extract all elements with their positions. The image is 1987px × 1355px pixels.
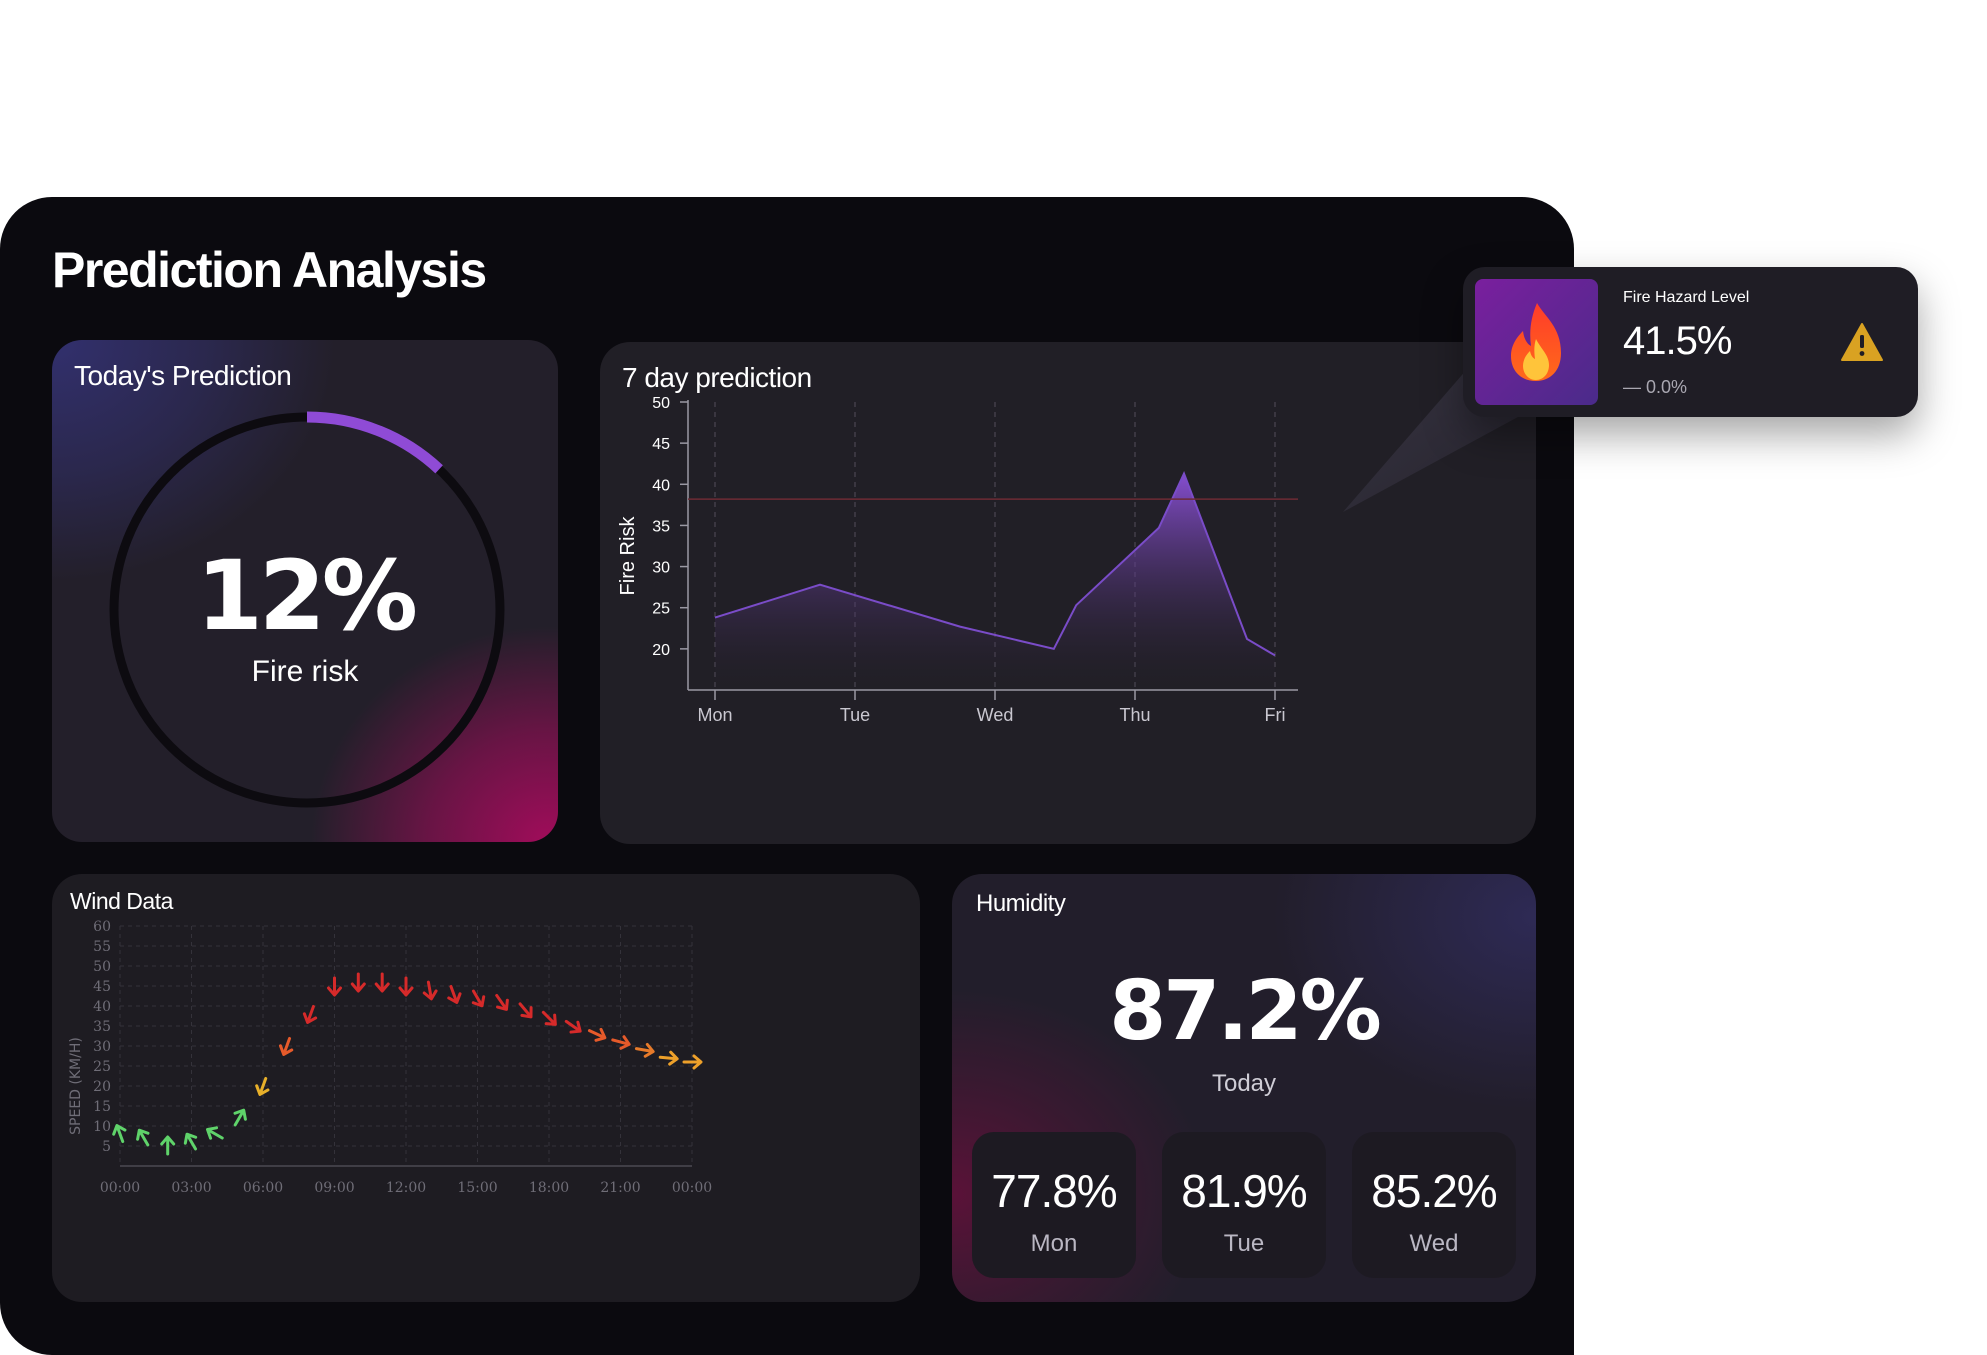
x-tick-label: Wed <box>977 705 1014 725</box>
wind-arrow <box>682 1054 703 1070</box>
humidity-day-value: 77.8% <box>991 1165 1117 1217</box>
y-axis-label: Fire Risk <box>617 516 639 596</box>
y-tick-label: 40 <box>93 999 111 1015</box>
wind-arrow <box>278 1036 294 1056</box>
y-tick-label: 25 <box>652 601 670 618</box>
wind-arrow <box>658 1050 679 1066</box>
seven-day-prediction-title: 7 day prediction <box>622 362 812 393</box>
x-tick-label: 21:00 <box>600 1180 640 1196</box>
wind-arrow <box>136 1128 150 1147</box>
x-tick-label: Fri <box>1265 705 1286 725</box>
tooltip-change: — 0.0% <box>1623 377 1688 397</box>
wind-arrow <box>255 1076 270 1096</box>
wind-arrow <box>634 1042 655 1058</box>
x-tick-label: 03:00 <box>171 1180 211 1196</box>
wind-arrow <box>541 1010 557 1026</box>
wind-arrow <box>206 1126 224 1140</box>
y-tick-label: 55 <box>93 939 111 955</box>
y-tick-label: 45 <box>93 979 111 995</box>
x-tick-label: 00:00 <box>672 1180 712 1196</box>
seven-day-prediction-card: 7 day prediction Mon Tue Wed Thu Fri 20 25 30 35… <box>600 342 1536 844</box>
y-tick-label: 10 <box>93 1119 111 1135</box>
humidity-day-mon: 77.8% Mon <box>972 1132 1136 1278</box>
todays-prediction-card: Today's Prediction 12% Fire risk <box>52 340 558 842</box>
x-tick-label: 12:00 <box>386 1180 426 1196</box>
x-tick-label: Mon <box>697 705 732 725</box>
wind-arrow <box>495 993 509 1011</box>
y-tick-label: 50 <box>652 395 670 412</box>
page-title: Prediction Analysis <box>52 242 487 298</box>
wind-arrow <box>471 989 486 1008</box>
fire-icon-tile <box>1475 279 1598 405</box>
y-tick-label: 15 <box>93 1099 111 1115</box>
humidity-day-wed: 85.2% Wed <box>1352 1132 1516 1278</box>
warning-icon <box>1841 323 1883 361</box>
humidity-today-label: Today <box>1211 1070 1277 1097</box>
gauge-value-arc <box>306 411 443 474</box>
fire-icon <box>1511 303 1561 381</box>
x-tick-label: 06:00 <box>243 1180 283 1196</box>
tooltip-value: 41.5% <box>1623 319 1732 363</box>
y-tick-label: 5 <box>102 1139 111 1155</box>
seven-day-chart: Mon Tue Wed Thu Fri 20 25 30 35 40 45 50 Fire Risk <box>617 395 1298 725</box>
humidity-day-tue: 81.9% Tue <box>1162 1132 1326 1278</box>
wind-arrow <box>374 972 390 993</box>
humidity-day-name: Tue <box>1223 1230 1265 1257</box>
humidity-day-name: Mon <box>1030 1230 1078 1257</box>
wind-arrow <box>398 976 414 997</box>
humidity-title: Humidity <box>976 890 1066 917</box>
wind-arrow <box>564 1019 582 1034</box>
humidity-card: Humidity 87.2% Today 77.8% Mon 81.9% Tue… <box>952 874 1536 1302</box>
wind-arrow <box>611 1035 631 1050</box>
tooltip-title: Fire Hazard Level <box>1623 289 1750 306</box>
x-tick-label: 09:00 <box>314 1180 354 1196</box>
y-tick-label: 30 <box>652 560 670 577</box>
y-tick-label: 35 <box>652 518 670 535</box>
y-tick-label: 20 <box>652 642 670 659</box>
x-tick-label: 15:00 <box>457 1180 497 1196</box>
wind-arrow <box>233 1108 247 1127</box>
wind-data-title: Wind Data <box>70 888 173 914</box>
humidity-today-value: 87.2% <box>1109 964 1381 1059</box>
y-tick-label: 60 <box>93 919 111 935</box>
y-tick-label: 30 <box>93 1039 111 1055</box>
wind-arrow <box>350 972 366 993</box>
wind-arrow <box>183 1132 198 1151</box>
dashboard-panel: Prediction Analysis Today's Prediction 1… <box>0 197 1574 1355</box>
y-axis-label: SPEED (KM/H) <box>68 1037 84 1135</box>
y-tick-label: 40 <box>652 477 670 494</box>
humidity-day-name: Wed <box>1409 1230 1459 1257</box>
x-tick-label: 18:00 <box>529 1180 569 1196</box>
fire-risk-line <box>714 471 1276 657</box>
fire-risk-gauge <box>109 411 505 808</box>
fire-risk-label: Fire risk <box>251 655 359 688</box>
humidity-day-value: 85.2% <box>1371 1165 1497 1217</box>
wind-arrow <box>587 1027 607 1042</box>
wind-arrow <box>302 1004 318 1024</box>
fire-risk-value: 12% <box>196 540 418 652</box>
fire-hazard-tooltip: Fire Hazard Level 41.5% — 0.0% <box>1463 267 1918 417</box>
wind-arrow <box>160 1135 176 1156</box>
wind-chart: 5 10 15 20 25 30 35 40 45 50 55 60 00:00 03:00 06:00 09… <box>68 919 712 1196</box>
wind-arrow <box>112 1124 127 1144</box>
wind-arrow <box>518 1002 533 1019</box>
wind-arrow <box>327 976 342 997</box>
y-tick-label: 20 <box>93 1079 111 1095</box>
x-tick-label: 00:00 <box>100 1180 140 1196</box>
wind-arrow <box>447 984 462 1004</box>
y-tick-label: 45 <box>652 436 670 453</box>
todays-prediction-title: Today's Prediction <box>74 360 292 391</box>
wind-arrow <box>422 980 438 1001</box>
wind-data-card: Wind Data 5 10 15 20 25 30 35 40 45 50 55 60 00:00 03… <box>52 874 920 1302</box>
humidity-day-value: 81.9% <box>1181 1165 1307 1217</box>
y-tick-label: 25 <box>93 1059 111 1075</box>
y-tick-label: 50 <box>93 959 111 975</box>
fire-risk-area <box>715 473 1275 690</box>
x-tick-label: Thu <box>1119 705 1150 725</box>
y-tick-label: 35 <box>93 1019 111 1035</box>
x-tick-label: Tue <box>840 705 870 725</box>
